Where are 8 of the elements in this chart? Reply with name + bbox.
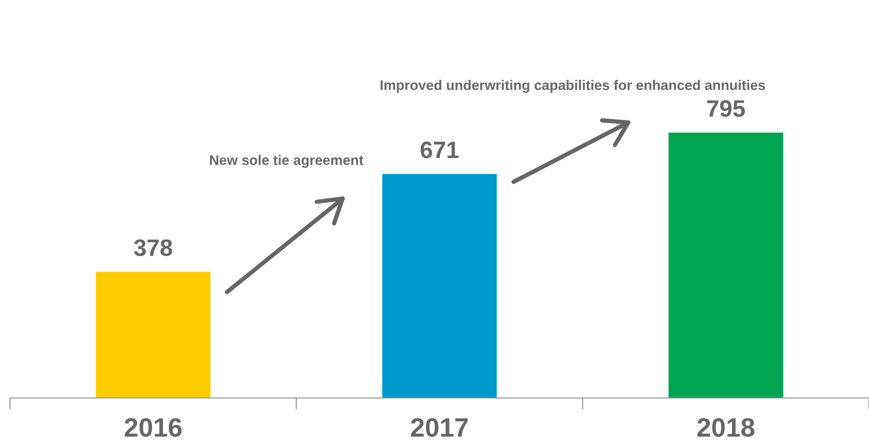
x-tick-label: 2018 [697,418,754,437]
x-tick-label: 2017 [411,418,468,437]
data-label: 671 [420,142,459,158]
data-label: 795 [707,100,745,117]
text: Improved underwriting capabilities for enhanced annuities [380,80,766,93]
x-tick-label: 2016 [124,418,182,437]
annotation: New sole tie agreement [210,154,364,168]
data-label: 378 [134,239,172,256]
